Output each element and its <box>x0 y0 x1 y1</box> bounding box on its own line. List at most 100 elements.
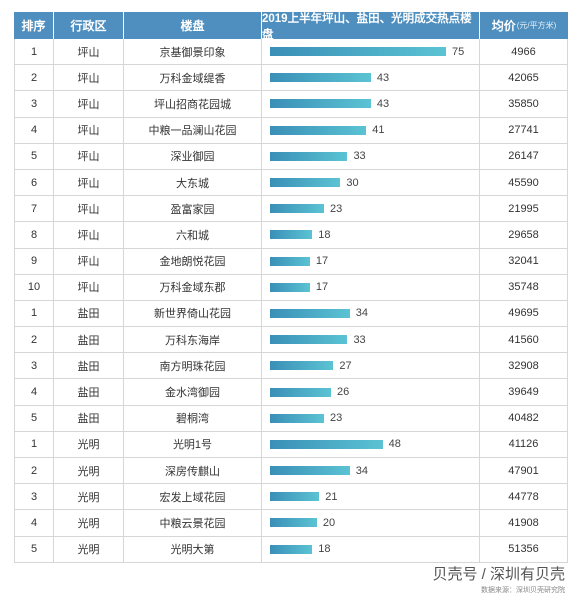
bar-cell: 34 <box>262 458 480 484</box>
bar-mark <box>270 387 331 397</box>
bar-cell: 48 <box>262 431 480 457</box>
price-cell: 39649 <box>480 379 568 405</box>
bar-mark <box>270 492 320 502</box>
bar-value-label: 21 <box>325 490 338 503</box>
district-cell: 坪山 <box>54 196 124 222</box>
rank-cell: 8 <box>14 222 54 248</box>
table-row: 7 坪山 盈富家园 23 21995 <box>14 196 568 223</box>
rank-cell: 5 <box>14 536 54 562</box>
price-cell: 26147 <box>480 143 568 169</box>
bar-value-label: 43 <box>376 97 390 110</box>
table-row: 1 坪山 京基御景印象 75 4966 <box>14 39 568 66</box>
bar-mark <box>270 361 334 371</box>
price-cell: 51356 <box>480 536 568 562</box>
bar-value-label: 33 <box>353 333 366 346</box>
bar-mark <box>270 178 341 188</box>
price-cell: 47901 <box>480 458 568 484</box>
table-row: 4 光明 中粮云景花园 20 41908 <box>14 510 568 537</box>
rank-cell: 2 <box>14 458 54 484</box>
table-row: 1 盐田 新世界倚山花园 34 49695 <box>14 300 568 328</box>
price-cell: 4966 <box>480 39 568 65</box>
rank-cell: 1 <box>14 431 54 457</box>
district-cell: 盐田 <box>54 300 124 327</box>
project-cell: 盈富家园 <box>124 196 262 222</box>
bar-value-label: 34 <box>355 307 369 320</box>
bar-cell: 33 <box>262 327 480 353</box>
bar-cell: 18 <box>262 536 480 562</box>
bar-value-label: 75 <box>452 45 465 58</box>
district-cell: 坪山 <box>54 169 124 196</box>
bar-value-label: 23 <box>329 202 343 215</box>
rank-cell: 3 <box>14 484 54 510</box>
rank-cell: 2 <box>14 65 54 91</box>
bar-cell: 41 <box>262 117 480 143</box>
bar-mark <box>270 335 348 345</box>
rank-cell: 4 <box>14 117 54 143</box>
table-row: 8 坪山 六和城 18 29658 <box>14 222 568 249</box>
bar-value-label: 48 <box>388 438 401 451</box>
district-cell: 坪山 <box>54 248 124 274</box>
table-row: 5 光明 光明大第 18 51356 <box>14 536 568 563</box>
district-cell: 坪山 <box>54 117 124 143</box>
rank-cell: 6 <box>14 169 54 196</box>
project-cell: 碧桐湾 <box>124 405 262 431</box>
table-row: 3 盐田 南方明珠花园 27 32908 <box>14 353 568 380</box>
rank-cell: 1 <box>14 300 54 327</box>
project-cell: 宏发上域花园 <box>124 484 262 510</box>
bar-mark <box>270 204 324 214</box>
rank-cell: 4 <box>14 510 54 536</box>
bar-cell: 43 <box>262 91 480 117</box>
district-cell: 光明 <box>54 536 124 562</box>
price-cell: 40482 <box>480 405 568 431</box>
project-cell: 光明大第 <box>124 536 262 562</box>
bar-mark <box>270 99 371 109</box>
bar-value-label: 20 <box>322 516 336 529</box>
district-cell: 光明 <box>54 510 124 536</box>
price-cell: 41908 <box>480 510 568 536</box>
price-cell: 41126 <box>480 431 568 457</box>
watermark: 贝壳号 / 深圳有贝壳 数据来源：深圳贝壳研究院 <box>432 563 565 595</box>
table-row: 5 坪山 深业御园 33 26147 <box>14 143 568 170</box>
bar-cell: 43 <box>262 65 480 91</box>
bar-cell: 27 <box>262 353 480 379</box>
table-row: 2 盐田 万科东海岸 33 41560 <box>14 327 568 354</box>
bar-cell: 26 <box>262 379 480 405</box>
district-cell: 光明 <box>54 484 124 510</box>
bar-value-label: 34 <box>355 464 369 477</box>
price-cell: 44778 <box>480 484 568 510</box>
bar-cell: 34 <box>262 300 480 327</box>
bar-cell: 30 <box>262 169 480 196</box>
rank-cell: 3 <box>14 353 54 379</box>
project-cell: 金水湾御园 <box>124 379 262 405</box>
district-cell: 坪山 <box>54 274 124 300</box>
project-cell: 万科金域缇香 <box>124 65 262 91</box>
bar-value-label: 23 <box>329 412 343 425</box>
project-cell: 大东城 <box>124 169 262 196</box>
table-row: 2 坪山 万科金域缇香 43 42065 <box>14 65 568 92</box>
district-cell: 坪山 <box>54 65 124 91</box>
table-row: 3 光明 宏发上域花园 21 44778 <box>14 484 568 511</box>
district-cell: 坪山 <box>54 143 124 169</box>
bar-cell: 33 <box>262 143 480 169</box>
project-cell: 六和城 <box>124 222 262 248</box>
project-cell: 万科金域东郡 <box>124 274 262 300</box>
bar-cell: 17 <box>262 248 480 274</box>
header-price-unit: (元/平方米) <box>516 21 557 30</box>
bar-mark <box>270 47 446 57</box>
bar-mark <box>270 151 348 161</box>
table-row: 2 光明 深房传麒山 34 47901 <box>14 458 568 485</box>
rank-cell: 5 <box>14 143 54 169</box>
bar-mark <box>270 73 371 83</box>
header-price: 均价 (元/平方米) <box>480 12 568 39</box>
bar-value-label: 26 <box>337 386 350 399</box>
table-row: 4 坪山 中粮一品澜山花园 41 27741 <box>14 117 568 144</box>
rank-cell: 10 <box>14 274 54 300</box>
bar-cell: 18 <box>262 222 480 248</box>
bar-value-label: 17 <box>315 255 329 268</box>
bar-cell: 23 <box>262 196 480 222</box>
rank-cell: 3 <box>14 91 54 117</box>
table-row: 6 坪山 大东城 30 45590 <box>14 169 568 197</box>
project-cell: 中粮云景花园 <box>124 510 262 536</box>
bar-cell: 23 <box>262 405 480 431</box>
header-rank: 排序 <box>14 12 54 39</box>
